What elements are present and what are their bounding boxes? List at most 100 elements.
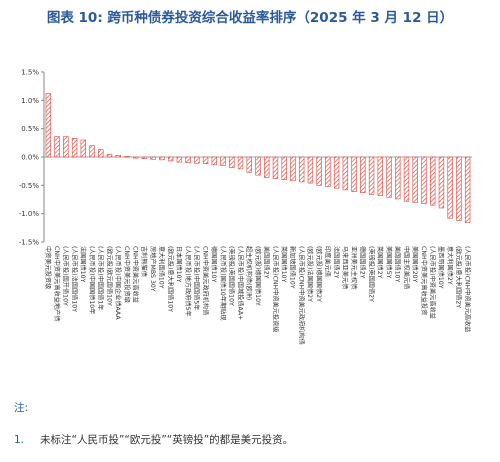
x-tick-label: (人民币投)中国企业债AAA bbox=[114, 246, 122, 320]
bar bbox=[45, 93, 52, 158]
bar bbox=[255, 156, 261, 176]
x-tick-label: (欧元投)意大利国债10Y bbox=[166, 246, 174, 312]
bar bbox=[342, 156, 349, 191]
x-tick-label: 美国国债5Y bbox=[385, 246, 393, 279]
y-tick-label: 0.5% bbox=[21, 125, 39, 133]
bar bbox=[377, 156, 383, 196]
bar bbox=[89, 145, 95, 158]
x-tick-label: 德国国债2Y bbox=[359, 246, 367, 279]
bar bbox=[80, 139, 87, 158]
y-tick-label: -1.0% bbox=[19, 210, 40, 218]
bar bbox=[185, 156, 191, 163]
bar bbox=[176, 156, 183, 163]
bar bbox=[71, 138, 78, 158]
x-tick-label: 美国国债10Y bbox=[394, 246, 402, 283]
bar bbox=[202, 156, 209, 165]
x-tick-label: (人民币投)中资美元高收益 bbox=[428, 246, 436, 319]
bar bbox=[54, 136, 60, 158]
x-tick-label: (人民币投)中国国债10年 bbox=[88, 246, 96, 314]
bar bbox=[298, 156, 305, 183]
x-tick-label: 法国国债10Y bbox=[79, 246, 87, 283]
x-tick-label: (人民币投)法国国债10Y bbox=[70, 246, 78, 312]
bar bbox=[229, 156, 235, 169]
x-tick-label: (人民币投)CNH中资美元投资级 bbox=[271, 246, 279, 333]
bar bbox=[421, 156, 427, 204]
x-tick-label: 日本国债10Y bbox=[175, 246, 183, 283]
x-tick-label: (人民币投)国开债10Y bbox=[62, 246, 70, 306]
x-tick-label: 中国主权美元债 bbox=[402, 246, 410, 289]
x-tick-label: (欧元投)德国国债2Y bbox=[315, 246, 323, 302]
x-tick-label: 房地产MBS 30Y bbox=[149, 246, 157, 292]
bar bbox=[220, 156, 226, 166]
x-tick-label: 超主权机构债(欧洲) bbox=[245, 246, 253, 300]
x-tick-label: (英镑投)英国国债10Y bbox=[228, 246, 236, 306]
bar bbox=[307, 156, 314, 184]
x-tick-label: (欧元投)法国国债2Y bbox=[306, 246, 314, 302]
x-tick-label: 意大利国债10Y bbox=[158, 246, 166, 289]
note-item: 1. 未标注“人民币投”“欧元投”“英镑投”的都是美元投资。 bbox=[14, 432, 293, 447]
bar bbox=[403, 156, 410, 202]
x-tick-label: 英国国债2Y bbox=[376, 246, 384, 279]
x-tick-label: CNH中资美元投资级 bbox=[123, 246, 131, 303]
bar bbox=[246, 156, 252, 173]
x-tick-label: CNH中资美元高收益地产债 bbox=[53, 246, 61, 321]
x-tick-label: 美国国债20Y bbox=[411, 246, 419, 283]
bar bbox=[351, 156, 357, 192]
x-tick-label: 英国国债10Y bbox=[280, 246, 288, 283]
bar bbox=[456, 156, 462, 221]
bar bbox=[237, 156, 244, 170]
bar bbox=[368, 156, 375, 195]
y-tick-label: -1.5% bbox=[19, 239, 40, 247]
x-tick-label: (人民币投)国债10年期贴现 bbox=[219, 246, 227, 321]
x-tick-label: (欧元投)欧元国债10Y bbox=[105, 246, 113, 306]
bar bbox=[106, 153, 113, 158]
x-tick-label: 中资美元投资级 bbox=[44, 246, 52, 289]
bar bbox=[360, 156, 366, 194]
bar bbox=[124, 156, 130, 158]
x-tick-label: (人民币投)中国国债5年 bbox=[193, 246, 201, 310]
x-tick-label: 新加坡国债10Y bbox=[289, 246, 297, 289]
x-tick-label: 吉利熊猫债 bbox=[140, 246, 148, 277]
bar bbox=[429, 156, 436, 206]
y-tick-label: 1.5% bbox=[21, 69, 39, 77]
bar bbox=[167, 156, 174, 162]
bar bbox=[447, 156, 453, 219]
x-tick-label: 马来西亚美元债 bbox=[341, 246, 349, 289]
bar bbox=[464, 156, 471, 224]
bar bbox=[281, 156, 287, 180]
x-tick-label: CNH中资美元高收益 bbox=[132, 246, 140, 303]
bar bbox=[133, 156, 139, 159]
bar bbox=[115, 155, 121, 158]
x-tick-label: (人民币投)地方政府债5年 bbox=[184, 246, 192, 317]
bar bbox=[264, 156, 270, 178]
note-text: 未标注“人民币投”“欧元投”“英镑投”的都是美元投资。 bbox=[40, 434, 294, 446]
y-tick-label: -0.5% bbox=[19, 182, 40, 190]
bar bbox=[150, 156, 156, 160]
x-tick-label: 意大利国债2Y bbox=[446, 246, 454, 285]
notes-label: 注: bbox=[14, 402, 29, 414]
note-number: 1. bbox=[14, 434, 25, 446]
bar bbox=[98, 149, 104, 158]
bar bbox=[211, 156, 218, 166]
bar bbox=[272, 156, 279, 179]
bar bbox=[325, 156, 331, 187]
bar bbox=[333, 156, 340, 189]
x-tick-label: 印度美元债 bbox=[324, 246, 332, 277]
x-tick-label: (人民币投)中国国债1年 bbox=[97, 246, 105, 310]
bar bbox=[412, 156, 418, 203]
x-tick-label: CNH中资美元高收益投资 bbox=[420, 246, 428, 315]
bar bbox=[141, 156, 148, 159]
bar bbox=[395, 156, 401, 200]
bar-chart: 1.5%1.0%0.5%0.0%-0.5%-1.0%-1.5% 中资美元投资级 C… bbox=[19, 69, 472, 345]
bar bbox=[316, 156, 322, 186]
x-tick-label: 墨西哥国债10Y bbox=[437, 246, 445, 289]
x-tick-label: (人民币投)CNH中资美元政府机构债 bbox=[297, 246, 305, 345]
x-tick-label: (欧元投)意大利国债2Y bbox=[455, 246, 463, 308]
y-tick-label: 0.0% bbox=[21, 154, 39, 162]
x-tick-label: (英镑投)英国国债2Y bbox=[367, 246, 375, 302]
chart-title: 图表 10: 跨币种债券投资综合收益率排序（2025 年 3 月 12 日） bbox=[46, 10, 454, 26]
x-tick-label: CNH中资美元政府机构债 bbox=[201, 246, 209, 315]
x-tick-label: 德国国债10Y bbox=[210, 246, 218, 283]
x-tick-label: 美国国债2Y bbox=[263, 246, 271, 279]
y-tick-label: 1.0% bbox=[21, 97, 39, 105]
